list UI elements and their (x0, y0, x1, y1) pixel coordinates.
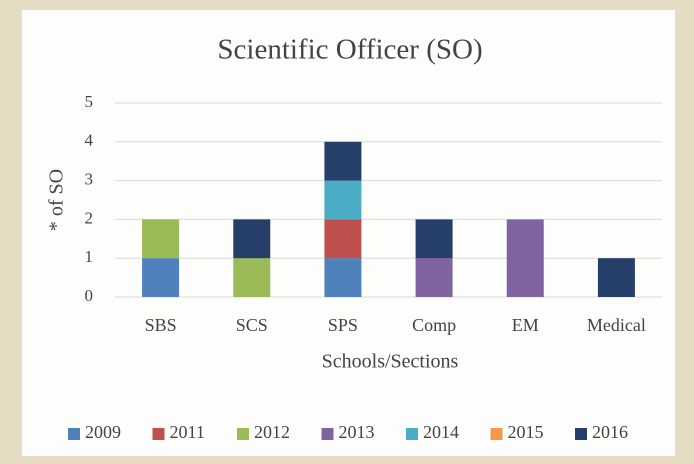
legend-label: 2014 (423, 422, 459, 442)
y-tick-label: 0 (85, 286, 94, 305)
y-tick-label: 5 (85, 92, 94, 111)
legend-swatch (68, 428, 80, 440)
legend-swatch (406, 428, 418, 440)
x-tick-label: SBS (145, 315, 177, 335)
y-axis-label: * of SO (46, 169, 68, 231)
x-tick-label: EM (512, 315, 539, 335)
x-tick-label: SPS (328, 315, 358, 335)
legend-label: 2011 (170, 422, 205, 442)
x-tick-label: SCS (236, 315, 268, 335)
y-tick-label: 2 (85, 208, 94, 227)
y-tick-label: 1 (85, 247, 94, 266)
bar-segment (324, 258, 362, 297)
legend-swatch (321, 428, 334, 440)
bar-segment (415, 258, 453, 297)
bar-segment (233, 258, 271, 297)
x-axis-label: Schools/Sections (322, 351, 459, 373)
legend-label: 2015 (508, 422, 544, 442)
x-tick-label: Medical (587, 315, 646, 335)
bar-segment (324, 141, 362, 181)
bar-segment (324, 180, 362, 220)
bar-segment (233, 219, 271, 259)
y-tick-label: 4 (85, 131, 94, 150)
y-tick-label: 3 (85, 170, 94, 189)
bar-segment (506, 219, 544, 297)
bar-segment (142, 219, 180, 259)
bar-segment (597, 258, 635, 297)
x-tick-label: Comp (412, 315, 456, 335)
bar-segment (415, 219, 453, 259)
bar-segment (142, 258, 180, 297)
legend-swatch (490, 428, 503, 440)
bar-segment (324, 219, 362, 259)
legend-label: 2012 (254, 422, 290, 442)
legend-label: 2016 (592, 422, 628, 442)
legend-label: 2009 (85, 422, 121, 442)
legend-swatch (575, 428, 587, 440)
legend-label: 2013 (339, 422, 375, 442)
legend-swatch (237, 428, 249, 440)
legend-swatch (152, 428, 165, 440)
chart-title: Scientific Officer (SO) (217, 34, 482, 66)
